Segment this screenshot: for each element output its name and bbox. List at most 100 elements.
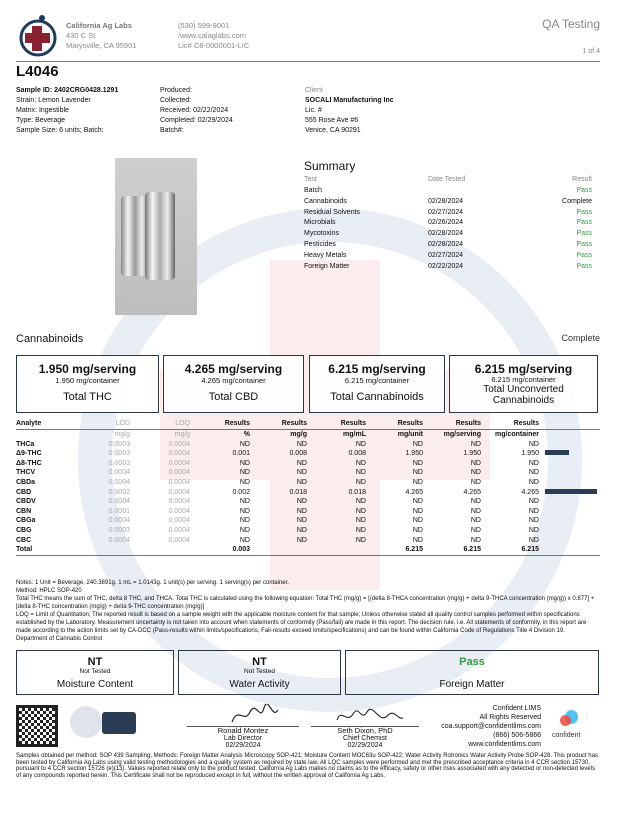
result-bar	[545, 450, 569, 456]
table-cell: ND	[470, 498, 481, 506]
table-cell: 0.0004	[108, 478, 130, 486]
note-total-thc: Total THC means the sum of THC, delta 8 …	[16, 596, 595, 610]
sample-details: Sample ID: 2402CRG0428.1291 Strain: Lemo…	[16, 86, 118, 136]
cannabinoid-table: Analyte LOD LOQ Results Results Results Result…	[16, 418, 600, 556]
signature-dixon	[336, 708, 404, 721]
table-cell: 4.265	[521, 488, 539, 496]
summary-test: Batch	[304, 187, 322, 194]
table-cell: ND	[412, 478, 423, 486]
summary-result: Pass	[576, 230, 592, 238]
table-cell: 4.265	[463, 488, 481, 496]
table-cell: 0.0001	[108, 507, 130, 515]
summary-test: Cannabinoids	[304, 197, 347, 205]
lab-logo	[19, 15, 57, 57]
table-cell: ND	[355, 536, 366, 544]
table-cell: 1.950	[463, 450, 481, 458]
table-cell: 0.0003	[108, 450, 130, 458]
table-cell: THCV	[16, 469, 36, 477]
sample-photo	[115, 158, 197, 315]
column-header: Results	[366, 418, 423, 430]
table-cell: 0.003	[190, 545, 250, 556]
lims-name: Confident LIMS	[492, 705, 541, 712]
table-cell: Δ8-THC	[16, 459, 42, 467]
result-bar	[545, 488, 597, 494]
summary-result: Pass	[576, 262, 592, 270]
table-cell: ND	[355, 507, 366, 515]
table-cell: 0.0004	[168, 526, 190, 534]
column-header: Results	[481, 418, 539, 430]
table-cell: ND	[239, 526, 250, 534]
table-cell: 1.950	[521, 450, 539, 458]
box-label: Total THC	[63, 391, 112, 403]
table-cell: mg/unit	[397, 431, 423, 438]
table-cell: ND	[528, 507, 539, 515]
table-cell: 0.0004	[168, 507, 190, 515]
total-cbd-box: 4.265 mg/serving 4.265 mg/container Tota…	[163, 355, 304, 413]
page-number: 1 of 4	[582, 48, 600, 55]
sample-strain: Strain: Lemon Lavender	[16, 97, 91, 104]
lims-email[interactable]: coa.support@confidentlims.com	[441, 723, 541, 730]
a2la-icon	[102, 712, 136, 734]
summary-header: Test Date Tested Result	[304, 176, 592, 187]
table-cell: ND	[296, 536, 307, 544]
table-row: CBG 0.0003 0.0004 ND ND ND ND ND ND	[16, 526, 600, 536]
table-cell: ND	[296, 498, 307, 506]
summary-date: 02/27/2024	[428, 208, 464, 216]
table-row: THCV 0.0004 0.0004 ND ND ND ND ND ND	[16, 468, 600, 478]
can-image	[121, 196, 149, 276]
table-row: Δ8-THC 0.0003 0.0004 ND ND ND ND ND ND	[16, 459, 600, 469]
box-container: 6.215 mg/container	[344, 376, 410, 385]
table-cell: ND	[296, 478, 307, 486]
summary-row: Microbials 02/26/2024 Pass	[304, 219, 592, 230]
disclaimer: Samples obtained per method: SOP 439 Sam…	[16, 753, 598, 779]
sample-code: L4046	[16, 63, 59, 80]
foreign-matter-box: Pass Foreign Matter	[345, 650, 599, 695]
lab-website[interactable]: /www.calaglabs.com	[178, 31, 246, 40]
lab-license: Lic# C8-0000001-LIC	[178, 41, 250, 50]
lab-contact: (530) 599-9001 /www.calaglabs.com Lic# C…	[178, 21, 249, 51]
summary-result: Pass	[576, 251, 592, 259]
lims-website[interactable]: www.confidentlims.com	[468, 741, 541, 748]
lab-address1: 430 C St	[66, 31, 96, 40]
qr-code[interactable]	[16, 705, 58, 747]
total-thc-box: 1.950 mg/serving 1.950 mg/container Tota…	[16, 355, 159, 413]
summary-test: Heavy Metals	[304, 251, 347, 259]
summary-test: Residual Solvents	[304, 208, 361, 216]
table-cell: ND	[470, 536, 481, 544]
table-cell: ND	[412, 459, 423, 467]
signature-montez	[231, 704, 279, 723]
units-row: mg/g mg/g% mg/g mg/mL mg/unit mg/serving mg/co…	[16, 430, 600, 440]
summary-result: Pass	[576, 187, 592, 194]
table-cell: 0.0004	[168, 440, 190, 448]
sample-dates: Produced: Collected: Received: 02/22/202…	[160, 86, 233, 136]
table-cell: 0.0004	[108, 469, 130, 477]
table-cell: CBD	[16, 488, 32, 496]
table-cell: 0.0003	[108, 459, 130, 467]
table-cell: 0.0004	[108, 517, 130, 525]
table-cell: ND	[412, 440, 423, 448]
note-method: Method: HPLC SOP-420	[16, 588, 82, 594]
client-address1: 555 Rose Ave #6	[305, 117, 359, 124]
summary-date: 02/28/2024	[428, 241, 464, 248]
table-row: CBC 0.0004 0.0004 ND ND ND ND ND ND	[16, 536, 600, 546]
table-cell: ND	[412, 526, 423, 534]
table-cell: CBGa	[16, 517, 36, 525]
table-cell: ND	[239, 469, 250, 477]
summary-test: Microbials	[304, 219, 336, 227]
table-cell: 6.215	[423, 545, 481, 556]
summary-result: Pass	[576, 219, 592, 227]
table-cell: ND	[355, 517, 366, 525]
summary-row: Foreign Matter 02/22/2024 Pass	[304, 263, 592, 274]
table-cell: ND	[528, 478, 539, 486]
table-cell	[307, 545, 366, 556]
table-cell: 0.0004	[168, 536, 190, 544]
signer-role: Lab Director	[223, 734, 263, 742]
confident-logo-icon	[560, 710, 578, 728]
lab-phone: (530) 599-9001	[178, 21, 230, 30]
table-cell	[76, 545, 130, 556]
column-header: Results	[307, 418, 366, 430]
test-label: Moisture Content	[56, 679, 134, 690]
table-cell: THCa	[16, 440, 35, 448]
signer-name: Ronald Montez	[217, 726, 269, 735]
lab-name: California Ag Labs	[66, 21, 132, 30]
